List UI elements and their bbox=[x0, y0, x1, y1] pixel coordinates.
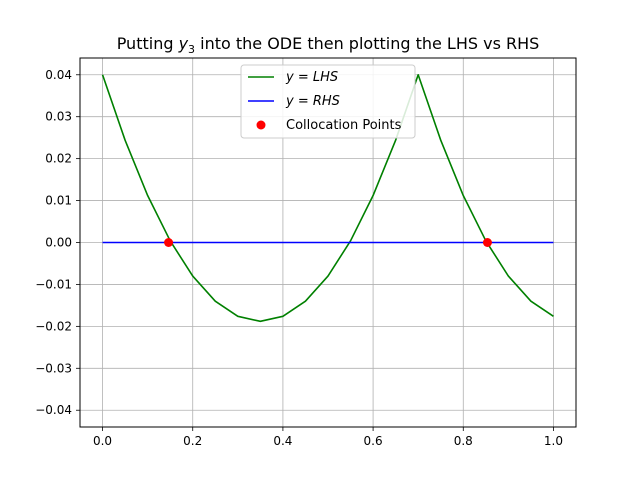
chart-title: Putting y3 into the ODE then plotting th… bbox=[117, 34, 540, 56]
legend-box bbox=[240, 64, 416, 139]
x-tick-label: 0.2 bbox=[183, 434, 202, 448]
y-tick-label: −0.02 bbox=[35, 319, 72, 333]
series-point-collocation-points bbox=[482, 238, 492, 247]
legend-label-rhs: y = RHS bbox=[285, 94, 340, 109]
x-tick-label: 0.0 bbox=[93, 434, 112, 448]
legend-label-collocation: Collocation Points bbox=[286, 118, 402, 133]
tick-layer: 0.0 0.2 0.4 0.6 0.8 1.0 0.04 0.03 0.02 0.01 0.00 −0… bbox=[35, 68, 563, 448]
series-line-y-lhs bbox=[101, 73, 554, 323]
y-tick-label: −0.04 bbox=[35, 403, 72, 417]
title-var-main: y bbox=[178, 34, 189, 53]
y-tick-label: 0.03 bbox=[45, 110, 72, 124]
y-tick-label: 0.04 bbox=[45, 68, 72, 82]
x-tick-label: 0.6 bbox=[364, 434, 383, 448]
y-tick-label: −0.01 bbox=[35, 277, 72, 291]
x-tick-label: 0.4 bbox=[273, 434, 292, 448]
legend-label-lhs: y = LHS bbox=[285, 70, 338, 85]
title-suffix: into the ODE then plotting the LHS vs RH… bbox=[195, 34, 539, 53]
title-var-subscript: 3 bbox=[188, 43, 195, 56]
title-prefix: Putting bbox=[117, 34, 179, 53]
x-tick-label: 0.8 bbox=[454, 434, 473, 448]
x-tick-label: 1.0 bbox=[544, 434, 563, 448]
y-tick-label: 0.00 bbox=[45, 236, 72, 250]
series-point-collocation-points bbox=[164, 238, 174, 247]
y-tick-label: 0.01 bbox=[45, 194, 72, 208]
y-tick-label: −0.03 bbox=[35, 361, 72, 375]
y-tick-label: 0.02 bbox=[45, 152, 72, 166]
legend-marker-collocation bbox=[256, 120, 266, 130]
legend: y = LHS y = RHS Collocation Points bbox=[240, 64, 416, 139]
series-layer bbox=[101, 73, 554, 323]
